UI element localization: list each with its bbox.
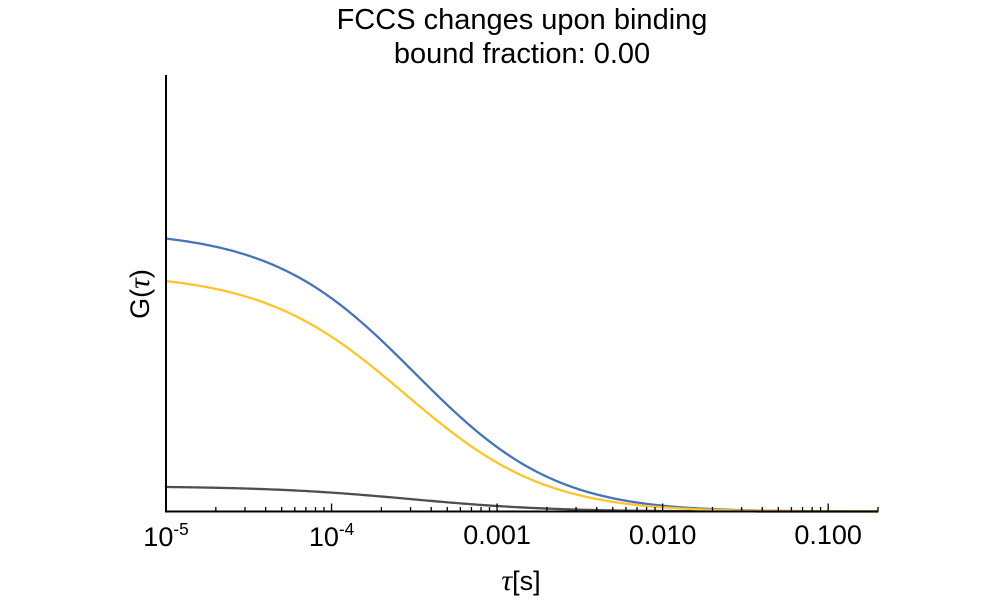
y-axis-label: G(τ) xyxy=(123,269,157,319)
chart-subtitle-bound-fraction: bound fraction: 0.00 xyxy=(393,38,651,70)
x-tick-label: 0.001 xyxy=(463,520,531,550)
x-axis-label: τ[s] xyxy=(501,564,540,598)
x-tick-label: 0.100 xyxy=(794,520,862,550)
curve-yellow-curve xyxy=(164,279,880,513)
x-axis-label-unit: [s] xyxy=(512,566,541,596)
y-axis-label-suffix: ) xyxy=(125,269,155,279)
chart-title: FCCS changes upon binding bound fraction… xyxy=(166,3,878,71)
curve-blue-curve xyxy=(164,237,880,513)
y-axis-label-tau: τ xyxy=(123,278,156,289)
chart-title-line1: FCCS changes upon binding xyxy=(336,4,708,36)
x-tick-label: 10-4 xyxy=(308,519,355,552)
x-tick-label: 0.010 xyxy=(628,520,697,550)
x-axis-label-tau: τ xyxy=(501,564,513,597)
curve-gray-curve xyxy=(164,485,880,513)
y-axis-label-prefix: G( xyxy=(125,288,155,319)
x-tick-label: 10-5 xyxy=(143,519,189,552)
